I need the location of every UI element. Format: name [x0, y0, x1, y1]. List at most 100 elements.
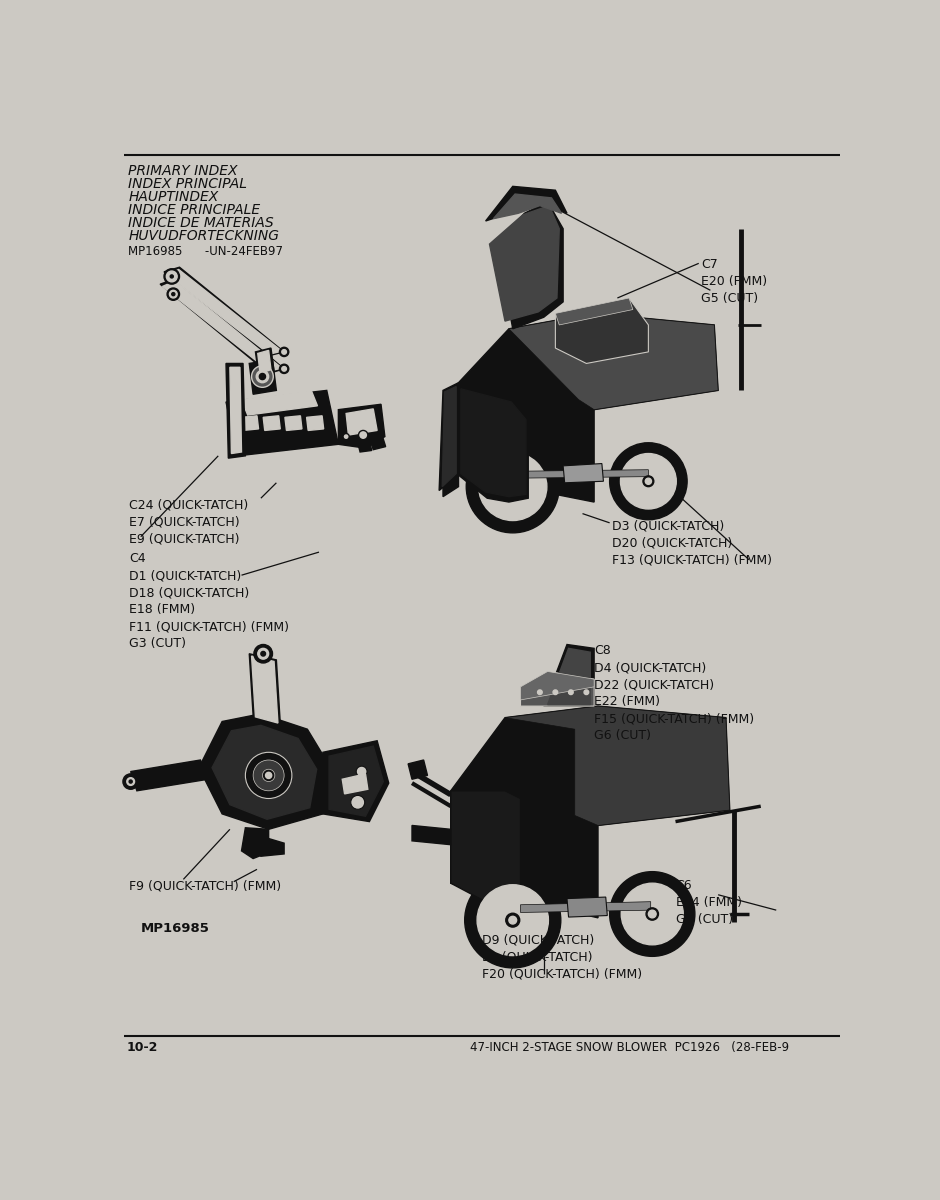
Polygon shape	[199, 714, 331, 829]
Polygon shape	[242, 828, 269, 858]
Circle shape	[645, 478, 651, 485]
Circle shape	[279, 347, 289, 356]
Circle shape	[506, 913, 520, 928]
Text: 47-INCH 2-STAGE SNOW BLOWER  PC1926   (28-FEB-9: 47-INCH 2-STAGE SNOW BLOWER PC1926 (28-F…	[470, 1042, 790, 1054]
Polygon shape	[521, 672, 594, 706]
Text: D9 (QUICK-TATCH)
E2 (QUICK-TATCH)
F20 (QUICK-TATCH) (FMM): D9 (QUICK-TATCH) E2 (QUICK-TATCH) F20 (Q…	[481, 934, 642, 980]
Polygon shape	[242, 416, 258, 431]
Polygon shape	[258, 350, 271, 373]
Polygon shape	[242, 390, 318, 415]
Polygon shape	[329, 746, 384, 816]
Circle shape	[262, 769, 274, 781]
Polygon shape	[226, 364, 245, 458]
Polygon shape	[505, 706, 729, 826]
Polygon shape	[521, 672, 594, 700]
Circle shape	[257, 371, 269, 383]
Circle shape	[282, 366, 287, 371]
Circle shape	[464, 872, 561, 968]
Circle shape	[259, 373, 265, 379]
Circle shape	[279, 365, 289, 373]
Circle shape	[509, 482, 517, 491]
Polygon shape	[163, 281, 282, 371]
Circle shape	[478, 452, 547, 521]
Circle shape	[164, 269, 180, 284]
Circle shape	[253, 760, 284, 791]
Text: F9 (QUICK-TATCH) (FMM): F9 (QUICK-TATCH) (FMM)	[129, 880, 281, 893]
Circle shape	[610, 871, 695, 956]
Polygon shape	[439, 383, 459, 491]
Circle shape	[127, 778, 134, 786]
Polygon shape	[461, 389, 525, 497]
Circle shape	[466, 440, 559, 533]
Text: HUVUDFORTECKNING: HUVUDFORTECKNING	[129, 229, 279, 244]
Circle shape	[166, 271, 177, 282]
Polygon shape	[517, 469, 649, 478]
Polygon shape	[249, 654, 280, 724]
Polygon shape	[556, 298, 649, 364]
Polygon shape	[486, 186, 567, 221]
Polygon shape	[164, 268, 284, 355]
Circle shape	[538, 690, 542, 695]
Polygon shape	[370, 437, 385, 450]
Circle shape	[258, 648, 269, 659]
Circle shape	[282, 349, 287, 354]
Text: D3 (QUICK-TATCH)
D20 (QUICK-TATCH)
F13 (QUICK-TATCH) (FMM): D3 (QUICK-TATCH) D20 (QUICK-TATCH) F13 (…	[612, 520, 772, 566]
Circle shape	[356, 766, 367, 776]
Circle shape	[509, 917, 517, 924]
Circle shape	[553, 690, 557, 695]
Polygon shape	[494, 194, 561, 218]
Text: MP16985      -UN-24FEB97: MP16985 -UN-24FEB97	[129, 245, 283, 258]
Polygon shape	[563, 463, 603, 482]
Polygon shape	[160, 278, 284, 373]
Circle shape	[265, 773, 272, 779]
Polygon shape	[131, 760, 208, 791]
Circle shape	[610, 443, 687, 520]
Circle shape	[172, 293, 175, 295]
Polygon shape	[412, 826, 451, 845]
Text: C7
E20 (FMM)
G5 (CUT): C7 E20 (FMM) G5 (CUT)	[701, 258, 767, 305]
Circle shape	[252, 366, 274, 388]
Text: C8
D4 (QUICK-TATCH)
D22 (QUICK-TATCH)
E22 (FMM)
F15 (QUICK-TATCH) (FMM)
G6 (CUT): C8 D4 (QUICK-TATCH) D22 (QUICK-TATCH) E2…	[594, 644, 754, 743]
Circle shape	[620, 454, 676, 509]
Polygon shape	[408, 760, 428, 779]
Polygon shape	[263, 416, 280, 431]
Polygon shape	[212, 725, 317, 820]
Circle shape	[245, 752, 292, 798]
Text: C6
E24 (FMM)
G8 (CUT): C6 E24 (FMM) G8 (CUT)	[676, 880, 742, 926]
Text: INDEX PRINCIPAL: INDEX PRINCIPAL	[129, 178, 247, 191]
Circle shape	[478, 884, 548, 955]
Polygon shape	[459, 313, 718, 502]
Polygon shape	[226, 390, 338, 456]
Circle shape	[643, 476, 654, 487]
Polygon shape	[451, 706, 729, 918]
Circle shape	[569, 690, 573, 695]
Polygon shape	[497, 202, 563, 329]
Polygon shape	[249, 360, 276, 395]
Circle shape	[621, 883, 683, 944]
Text: INDICE DE MATERIAS: INDICE DE MATERIAS	[129, 216, 274, 230]
Circle shape	[507, 480, 519, 493]
Polygon shape	[230, 367, 242, 454]
Text: C24 (QUICK-TATCH)
E7 (QUICK-TATCH)
E9 (QUICK-TATCH): C24 (QUICK-TATCH) E7 (QUICK-TATCH) E9 (Q…	[129, 498, 248, 545]
Circle shape	[261, 652, 265, 656]
Circle shape	[584, 690, 588, 695]
Polygon shape	[252, 656, 278, 724]
Polygon shape	[459, 383, 528, 502]
Polygon shape	[443, 475, 459, 497]
Polygon shape	[567, 898, 607, 917]
Polygon shape	[548, 648, 590, 704]
Circle shape	[129, 780, 133, 784]
Circle shape	[167, 288, 180, 300]
Polygon shape	[442, 386, 456, 487]
Polygon shape	[490, 205, 559, 322]
Polygon shape	[509, 313, 718, 409]
Polygon shape	[306, 416, 323, 431]
Circle shape	[123, 774, 138, 790]
Polygon shape	[338, 404, 384, 448]
Circle shape	[351, 796, 365, 809]
Polygon shape	[346, 409, 377, 436]
Polygon shape	[166, 270, 282, 354]
Text: C4
D1 (QUICK-TATCH)
D18 (QUICK-TATCH)
E18 (FMM)
F11 (QUICK-TATCH) (FMM)
G3 (CUT): C4 D1 (QUICK-TATCH) D18 (QUICK-TATCH) E1…	[129, 552, 290, 650]
Polygon shape	[451, 791, 521, 914]
Text: HAUPTINDEX: HAUPTINDEX	[129, 190, 219, 204]
